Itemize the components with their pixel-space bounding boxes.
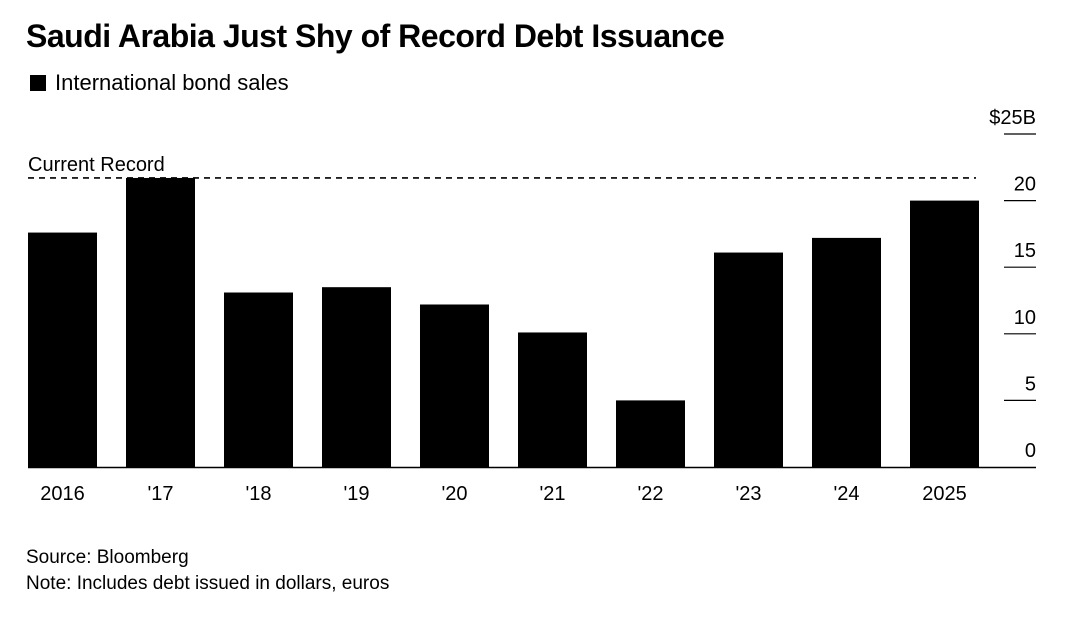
y-tick-label: 15 <box>1014 240 1036 262</box>
y-tick-label: 10 <box>1014 307 1036 329</box>
footnote: Note: Includes debt issued in dollars, e… <box>26 573 390 594</box>
y-axis: 0 5 10 15 20 $25B <box>989 107 1036 462</box>
x-tick-label: '23 <box>735 483 761 505</box>
x-tick-label: '22 <box>637 483 663 505</box>
x-tick-label: '19 <box>343 483 369 505</box>
bar-7 <box>714 252 783 467</box>
x-tick-label: '18 <box>245 483 271 505</box>
x-tick-label: 2025 <box>922 483 967 505</box>
y-tick-label: $25B <box>989 107 1036 129</box>
bar-1 <box>126 177 195 467</box>
bar-6 <box>616 400 685 467</box>
legend-swatch <box>30 75 46 91</box>
y-tick-label: 5 <box>1025 373 1036 395</box>
x-tick-label: 2016 <box>40 483 85 505</box>
bar-9 <box>910 200 979 467</box>
bar-3 <box>322 287 391 467</box>
x-tick-label: '20 <box>441 483 467 505</box>
legend-label: International bond sales <box>55 70 289 95</box>
bar-5 <box>518 332 587 467</box>
reference-line-group: Current Record <box>28 154 976 179</box>
y-tick-label: 20 <box>1014 174 1036 196</box>
legend: International bond sales <box>30 70 289 96</box>
source-note: Source: Bloomberg <box>26 547 189 568</box>
bar-8 <box>812 237 881 467</box>
x-tick-label: '21 <box>539 483 565 505</box>
x-tick-label: '17 <box>147 483 173 505</box>
bar-2 <box>224 292 293 467</box>
chart-title: Saudi Arabia Just Shy of Record Debt Iss… <box>26 18 725 54</box>
y-tick-label: 0 <box>1025 440 1036 462</box>
bar-0 <box>28 232 97 467</box>
x-axis: 2016 '17 '18 '19 '20 '21 '22 '23 '24 2025 <box>28 466 1036 505</box>
bars-group <box>28 177 979 467</box>
bar-4 <box>420 304 489 467</box>
x-tick-label: '24 <box>833 483 859 505</box>
reference-line-label: Current Record <box>28 154 165 176</box>
